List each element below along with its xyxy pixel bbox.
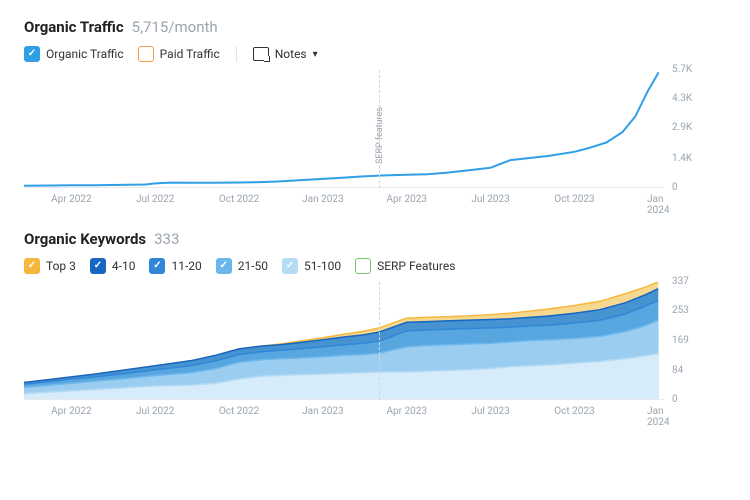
legend-item[interactable]: 11-20 bbox=[149, 258, 201, 274]
checkbox-icon bbox=[138, 46, 154, 62]
y-tick-label: 337 bbox=[672, 276, 689, 287]
serp-marker-label: SERP features bbox=[375, 107, 385, 164]
checkbox-icon bbox=[24, 46, 40, 62]
keywords-chart: 084169253337Apr 2022Jul 2022Oct 2022Jan … bbox=[24, 282, 710, 420]
legend-label: 4-10 bbox=[112, 259, 136, 273]
legend-label: 21-50 bbox=[238, 259, 268, 273]
x-tick-label: Apr 2022 bbox=[51, 406, 92, 417]
legend-label: 11-20 bbox=[171, 259, 201, 273]
notes-button[interactable]: Notes ▾ bbox=[253, 47, 318, 61]
legend-label: Paid Traffic bbox=[160, 47, 220, 61]
y-tick-label: 1.4K bbox=[672, 153, 692, 164]
marker-line bbox=[379, 282, 380, 400]
organic-keywords-section: Organic Keywords 333 Top 3 4-10 11-20 21-50… bbox=[24, 230, 726, 420]
y-tick-label: 169 bbox=[672, 335, 689, 346]
organic-traffic-section: Organic Traffic 5,715/month Organic Traf… bbox=[24, 18, 726, 208]
checkbox-icon bbox=[355, 258, 371, 274]
legend-label: SERP Features bbox=[377, 259, 455, 273]
checkbox-icon bbox=[216, 258, 232, 274]
y-tick-label: 84 bbox=[672, 365, 683, 376]
y-tick-label: 0 bbox=[672, 394, 678, 405]
x-tick-label: Jul 2023 bbox=[471, 406, 509, 417]
y-tick-label: 4.3K bbox=[672, 93, 692, 104]
title-text: Organic Traffic bbox=[24, 18, 124, 36]
x-tick-label: Jul 2022 bbox=[136, 194, 174, 205]
title-sub: 333 bbox=[154, 230, 179, 248]
keywords-legend: Top 3 4-10 11-20 21-50 51-100 SERP Features bbox=[24, 258, 726, 274]
keywords-plot bbox=[24, 282, 664, 400]
legend-item[interactable]: SERP Features bbox=[355, 258, 455, 274]
separator bbox=[236, 46, 237, 62]
x-tick-label: Apr 2022 bbox=[51, 194, 92, 205]
legend-item[interactable]: Paid Traffic bbox=[138, 46, 220, 62]
legend-label: Top 3 bbox=[46, 259, 76, 273]
legend-item[interactable]: Top 3 bbox=[24, 258, 76, 274]
x-tick-label: Jan 2023 bbox=[302, 406, 343, 417]
y-tick-label: 2.9K bbox=[672, 122, 692, 133]
organic-keywords-title: Organic Keywords 333 bbox=[24, 230, 726, 248]
title-sub: 5,715/month bbox=[132, 18, 218, 36]
x-tick-label: Jan 2023 bbox=[302, 194, 343, 205]
checkbox-icon bbox=[90, 258, 106, 274]
notes-label: Notes bbox=[275, 47, 307, 61]
x-tick-label: Apr 2023 bbox=[386, 194, 427, 205]
legend-label: Organic Traffic bbox=[46, 47, 124, 61]
x-tick-label: Jan 2024 bbox=[647, 194, 669, 216]
x-tick-label: Oct 2022 bbox=[219, 406, 259, 417]
y-tick-label: 5.7K bbox=[672, 64, 692, 75]
x-tick-label: Oct 2023 bbox=[554, 406, 594, 417]
legend-item[interactable]: Organic Traffic bbox=[24, 46, 124, 62]
chevron-down-icon: ▾ bbox=[313, 49, 318, 60]
checkbox-icon bbox=[149, 258, 165, 274]
legend-item[interactable]: 51-100 bbox=[282, 258, 341, 274]
y-tick-label: 253 bbox=[672, 305, 689, 316]
note-icon bbox=[253, 47, 269, 61]
x-tick-label: Jan 2024 bbox=[647, 406, 669, 428]
checkbox-icon bbox=[282, 258, 298, 274]
x-tick-label: Jul 2023 bbox=[471, 194, 509, 205]
traffic-legend: Organic Traffic Paid Traffic Notes ▾ bbox=[24, 46, 726, 62]
organic-traffic-title: Organic Traffic 5,715/month bbox=[24, 18, 726, 36]
x-tick-label: Oct 2023 bbox=[554, 194, 594, 205]
traffic-plot bbox=[24, 70, 664, 188]
traffic-chart: SERP features01.4K2.9K4.3K5.7KApr 2022Ju… bbox=[24, 70, 710, 208]
title-text: Organic Keywords bbox=[24, 230, 146, 248]
x-tick-label: Jul 2022 bbox=[136, 406, 174, 417]
legend-label: 51-100 bbox=[304, 259, 341, 273]
legend-item[interactable]: 21-50 bbox=[216, 258, 268, 274]
y-tick-label: 0 bbox=[672, 182, 678, 193]
x-tick-label: Oct 2022 bbox=[219, 194, 259, 205]
x-tick-label: Apr 2023 bbox=[386, 406, 427, 417]
legend-item[interactable]: 4-10 bbox=[90, 258, 136, 274]
checkbox-icon bbox=[24, 258, 40, 274]
